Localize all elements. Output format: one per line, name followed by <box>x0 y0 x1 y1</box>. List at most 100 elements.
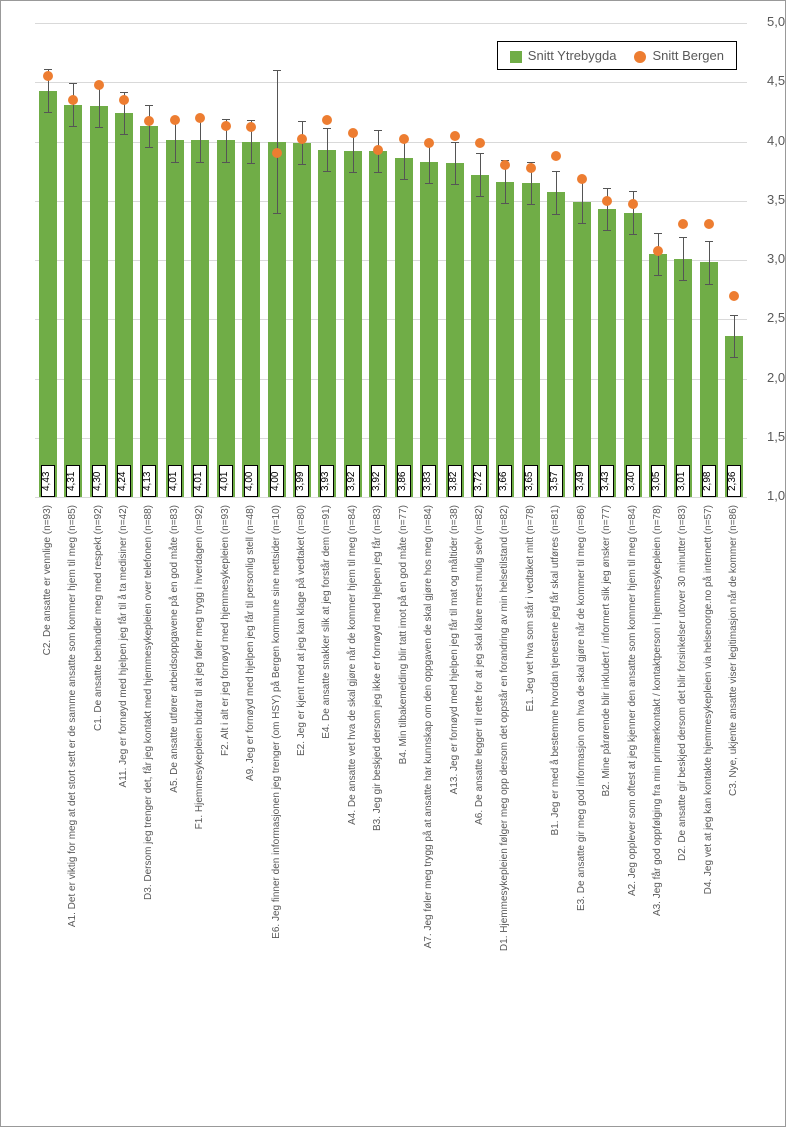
bar <box>344 151 362 497</box>
error-cap <box>222 119 230 120</box>
error-cap <box>578 223 586 224</box>
value-label: 3,66 <box>498 465 512 497</box>
point <box>678 219 688 229</box>
bar <box>115 113 133 497</box>
error-cap <box>273 213 281 214</box>
category-label: E3. De ansatte gir meg god informasjon o… <box>576 505 587 911</box>
category-label: B1. Jeg er med å bestemme hvordan tjenes… <box>550 505 561 835</box>
value-label: 2,36 <box>727 465 741 497</box>
error-bar <box>709 241 710 284</box>
category-label: F2. Alt i alt er jeg fornøyd med hjemmes… <box>220 505 231 756</box>
error-cap <box>451 184 459 185</box>
value-label: 4,43 <box>41 465 55 497</box>
point <box>500 160 510 170</box>
legend-item-point: Snitt Bergen <box>634 48 724 63</box>
circle-icon <box>634 51 646 63</box>
error-cap <box>323 128 331 129</box>
point <box>94 80 104 90</box>
error-cap <box>298 121 306 122</box>
value-label: 3,65 <box>524 465 538 497</box>
bar <box>369 151 387 497</box>
value-label: 3,72 <box>473 465 487 497</box>
error-bar <box>99 85 100 128</box>
bar <box>573 202 591 497</box>
error-cap <box>298 164 306 165</box>
error-cap <box>222 162 230 163</box>
category-label: B2. Mine pårørende blir inkludert / info… <box>601 505 612 797</box>
value-label: 3,93 <box>320 465 334 497</box>
bar <box>217 140 235 497</box>
point <box>68 95 78 105</box>
point <box>195 113 205 123</box>
category-label: D2. De ansatte gir beskjed dersom det bl… <box>677 505 688 861</box>
error-bar <box>582 181 583 224</box>
point <box>602 196 612 206</box>
category-label: D4. Jeg vet at jeg kan kontakte hjemmesy… <box>703 505 714 894</box>
point <box>297 134 307 144</box>
value-label: 3,92 <box>346 465 360 497</box>
point <box>272 148 282 158</box>
value-label: 3,82 <box>448 465 462 497</box>
y-tick-label: 2,5 <box>767 310 785 325</box>
value-label: 3,43 <box>600 465 614 497</box>
error-cap <box>323 171 331 172</box>
error-cap <box>44 112 52 113</box>
legend-point-label: Snitt Bergen <box>652 48 724 63</box>
legend: Snitt Ytrebygda Snitt Bergen <box>497 41 737 70</box>
value-label: 4,31 <box>66 465 80 497</box>
value-label: 3,86 <box>397 465 411 497</box>
value-label: 4,01 <box>168 465 182 497</box>
bar <box>39 91 57 497</box>
y-tick-label: 1,0 <box>767 488 785 503</box>
point <box>373 145 383 155</box>
bar <box>649 254 667 497</box>
bar <box>522 183 540 497</box>
error-cap <box>196 162 204 163</box>
error-bar <box>556 171 557 214</box>
error-cap <box>171 162 179 163</box>
point <box>246 122 256 132</box>
error-bar <box>734 315 735 358</box>
category-label: A11. Jeg er fornøyd med hjelpen jeg får … <box>118 505 129 787</box>
point <box>43 71 53 81</box>
category-label: C1. De ansatte behandler meg med respekt… <box>93 505 104 731</box>
error-cap <box>145 105 153 106</box>
error-cap <box>247 163 255 164</box>
y-tick-label: 4,0 <box>767 133 785 148</box>
error-cap <box>425 183 433 184</box>
error-bar <box>175 119 176 162</box>
error-cap <box>527 204 535 205</box>
point <box>348 128 358 138</box>
error-cap <box>552 171 560 172</box>
point <box>399 134 409 144</box>
bar <box>395 158 413 497</box>
point <box>119 95 129 105</box>
point <box>577 174 587 184</box>
gridline <box>35 23 747 24</box>
error-cap <box>273 70 281 71</box>
value-label: 3,49 <box>575 465 589 497</box>
error-cap <box>145 147 153 148</box>
error-cap <box>451 142 459 143</box>
category-label: A13. Jeg er fornøyd med hjelpen jeg får … <box>449 505 460 794</box>
error-cap <box>679 237 687 238</box>
error-cap <box>120 92 128 93</box>
category-label: A7. Jeg føler meg trygg på at ansatte ha… <box>423 505 434 948</box>
category-label: A9. Jeg er fornøyd med hjelpen jeg får t… <box>245 505 256 781</box>
bar <box>293 143 311 497</box>
category-label: F1. Hjemmesykepleien bidrar til at jeg f… <box>194 505 205 829</box>
point <box>322 115 332 125</box>
bar <box>674 259 692 497</box>
category-label: A1. Det er viktig for meg at det stort s… <box>67 505 78 927</box>
category-label: A4. De ansatte vet hva de skal gjøre når… <box>347 505 358 825</box>
legend-bar-label: Snitt Ytrebygda <box>528 48 617 63</box>
bar <box>496 182 514 497</box>
bar <box>166 140 184 497</box>
error-cap <box>69 83 77 84</box>
category-label: A2. Jeg opplever som oftest at jeg kjenn… <box>627 505 638 896</box>
error-cap <box>44 69 52 70</box>
bar <box>471 175 489 497</box>
y-tick-label: 3,0 <box>767 251 785 266</box>
bar <box>318 150 336 497</box>
category-label: B4. Min tilbakemelding blir tatt imot på… <box>398 505 409 764</box>
